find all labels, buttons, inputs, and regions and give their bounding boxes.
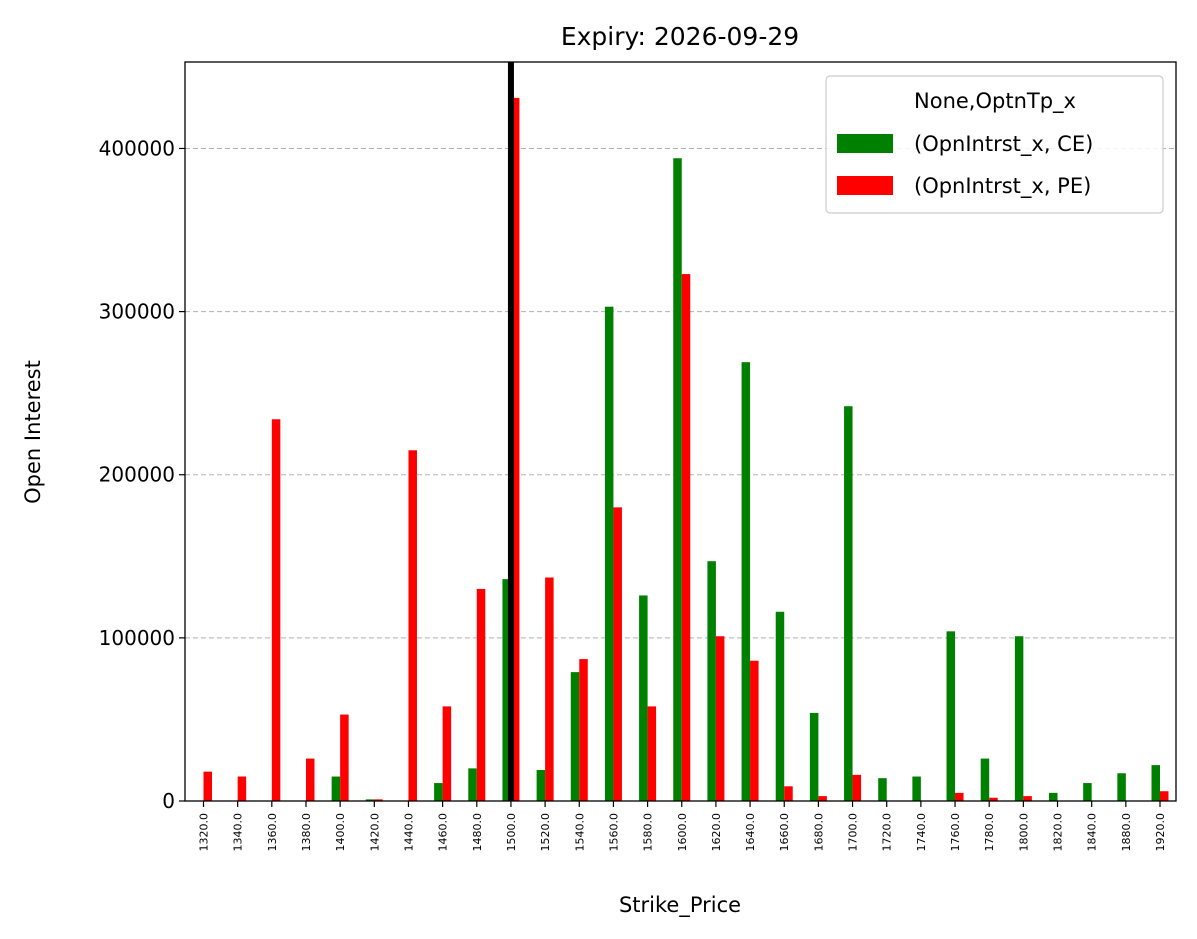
chart-title: Expiry: 2026-09-29 bbox=[561, 22, 799, 51]
x-tick-label: 1520.0 bbox=[539, 813, 552, 852]
x-tick-label: 1560.0 bbox=[607, 813, 620, 852]
bar-ce bbox=[1083, 783, 1092, 801]
legend-box bbox=[825, 75, 1164, 214]
bar-ce bbox=[502, 579, 511, 801]
bar-pe bbox=[613, 507, 622, 801]
bar-pe bbox=[374, 799, 383, 801]
bar-ce bbox=[1151, 765, 1160, 801]
x-tick-label: 1740.0 bbox=[915, 813, 928, 852]
y-tick-label: 300000 bbox=[99, 300, 175, 324]
bar-pe bbox=[476, 588, 486, 801]
x-tick-label: 1540.0 bbox=[573, 813, 586, 852]
x-tick-label: 1440.0 bbox=[402, 813, 415, 852]
bar-ce bbox=[1014, 636, 1024, 801]
bar-pe bbox=[305, 758, 315, 801]
x-tick-label: 1820.0 bbox=[1052, 813, 1065, 852]
bar-pe bbox=[750, 660, 759, 801]
bar-ce bbox=[331, 776, 341, 801]
bar-pe bbox=[203, 771, 212, 801]
legend-swatch-ce bbox=[837, 134, 893, 153]
x-tick-label: 1720.0 bbox=[881, 813, 894, 852]
y-axis-title: Open Interest bbox=[21, 360, 45, 504]
x-tick-label: 1920.0 bbox=[1154, 813, 1167, 852]
bar-pe bbox=[955, 792, 964, 801]
bar-ce bbox=[365, 799, 375, 801]
y-axis-ticks: 0 100000 200000 300000 400000 bbox=[99, 136, 185, 813]
bar-ce bbox=[775, 611, 785, 801]
legend-label-pe: (OpnIntrst_x, PE) bbox=[914, 174, 1091, 199]
bar-ce bbox=[1049, 792, 1058, 801]
bar-pe bbox=[1023, 796, 1032, 801]
plot-frame bbox=[184, 61, 1177, 802]
bar-pe bbox=[647, 706, 657, 801]
bar-pe bbox=[784, 786, 793, 801]
x-tick-label: 1840.0 bbox=[1086, 813, 1099, 852]
x-tick-label: 1880.0 bbox=[1120, 813, 1133, 852]
legend-swatch-pe bbox=[837, 176, 893, 195]
bar-ce bbox=[1117, 773, 1126, 801]
x-tick-label: 1320.0 bbox=[198, 813, 211, 852]
x-tick-label: 1800.0 bbox=[1017, 813, 1030, 852]
bar-pe bbox=[579, 659, 588, 801]
x-tick-label: 1760.0 bbox=[949, 813, 962, 852]
bar-ce bbox=[980, 758, 990, 801]
x-tick-label: 1360.0 bbox=[266, 813, 279, 852]
bar-ce bbox=[468, 768, 477, 801]
bar-ce bbox=[946, 631, 956, 801]
bars bbox=[203, 97, 1169, 801]
y-tick-label: 400000 bbox=[99, 136, 175, 160]
legend: None,OptnTp_x (OpnIntrst_x, CE) (OpnIntr… bbox=[825, 75, 1164, 214]
bar-pe bbox=[545, 577, 554, 801]
bar-ce bbox=[741, 362, 751, 801]
x-tick-label: 1640.0 bbox=[744, 813, 757, 852]
x-tick-label: 1620.0 bbox=[710, 813, 723, 852]
x-tick-label: 1580.0 bbox=[642, 813, 655, 852]
bar-pe bbox=[442, 706, 452, 801]
bar-ce bbox=[912, 776, 921, 801]
bar-ce bbox=[707, 561, 716, 801]
legend-label-ce: (OpnIntrst_x, CE) bbox=[914, 132, 1093, 157]
bar-ce bbox=[844, 406, 853, 801]
bar-ce bbox=[639, 595, 648, 801]
bar-ce bbox=[604, 306, 614, 801]
bar-ce bbox=[434, 783, 443, 801]
bar-ce bbox=[878, 778, 887, 801]
bar-pe bbox=[271, 419, 281, 801]
bar-pe bbox=[818, 796, 827, 801]
y-tick-label: 100000 bbox=[99, 626, 175, 650]
bar-pe bbox=[237, 776, 247, 801]
bar-pe bbox=[681, 274, 691, 801]
bar-pe bbox=[715, 636, 725, 801]
bar-pe bbox=[340, 714, 349, 801]
x-axis-title: Strike_Price bbox=[619, 893, 741, 918]
legend-title: None,OptnTp_x bbox=[914, 89, 1076, 114]
bar-pe bbox=[989, 797, 998, 801]
bar-pe bbox=[510, 97, 520, 801]
bar-ce bbox=[536, 770, 546, 801]
x-tick-label: 1420.0 bbox=[368, 813, 381, 852]
x-axis-ticks: 1320.0 1340.0 1360.0 1380.0 1400.0 1420.0 1440… bbox=[198, 801, 1167, 852]
x-tick-label: 1400.0 bbox=[334, 813, 347, 852]
x-tick-label: 1600.0 bbox=[676, 813, 689, 852]
x-tick-label: 1480.0 bbox=[471, 813, 484, 852]
x-tick-label: 1780.0 bbox=[983, 813, 996, 852]
bar-ce bbox=[673, 158, 682, 801]
bar-pe bbox=[852, 774, 862, 801]
y-tick-label: 200000 bbox=[99, 463, 175, 487]
bar-ce bbox=[570, 672, 580, 801]
bar-pe bbox=[408, 450, 417, 801]
x-tick-label: 1680.0 bbox=[812, 813, 825, 852]
x-tick-label: 1500.0 bbox=[505, 813, 518, 852]
y-tick-label: 0 bbox=[162, 789, 175, 813]
x-tick-label: 1700.0 bbox=[847, 813, 860, 852]
bar-ce bbox=[809, 712, 819, 801]
x-tick-label: 1340.0 bbox=[232, 813, 245, 852]
x-tick-label: 1660.0 bbox=[778, 813, 791, 852]
x-tick-label: 1380.0 bbox=[300, 813, 313, 852]
x-tick-label: 1460.0 bbox=[437, 813, 450, 852]
bar-pe bbox=[1160, 791, 1169, 801]
